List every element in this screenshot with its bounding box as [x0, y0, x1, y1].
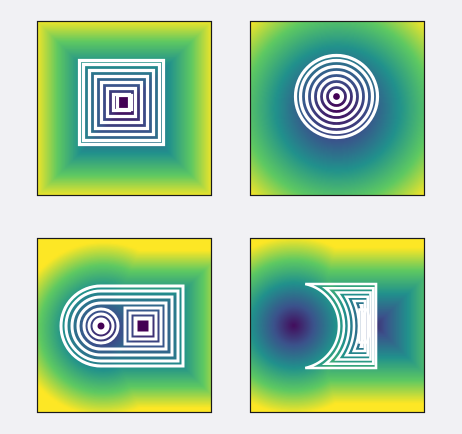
contour-level-2 [334, 291, 372, 361]
contour-level-1 [321, 286, 375, 366]
inner-square [134, 317, 152, 335]
contour-lines [293, 53, 380, 140]
contour-level-5 [358, 303, 366, 349]
contour-level-1 [105, 86, 138, 119]
contour-level-0 [111, 92, 132, 113]
contour-level-2 [316, 76, 357, 117]
heatmap-field [250, 238, 425, 413]
contour-merged-1 [70, 295, 174, 357]
contour-level-3 [93, 74, 150, 131]
contour-circle-0 [92, 317, 110, 335]
contour-lines [59, 284, 185, 368]
contour-lines [77, 58, 166, 147]
contour-merged-2 [64, 289, 180, 363]
contour-circle-2 [82, 307, 120, 345]
contour-level-0 [328, 88, 345, 105]
panel-frame [249, 237, 426, 414]
contour-square-1 [128, 311, 158, 341]
panel-frame [36, 20, 213, 197]
contour-square-2 [123, 306, 163, 346]
contour-merged-0 [76, 301, 168, 351]
contour-level-3 [343, 295, 370, 357]
contour-lines [304, 282, 378, 370]
contour-merged-3 [59, 284, 185, 368]
contour-level-6 [358, 308, 371, 344]
panel-square-distance [36, 20, 213, 197]
contour-level-6 [293, 53, 380, 140]
panel-frame [36, 237, 213, 414]
panel-circle-distance [249, 20, 426, 197]
contour-level-0 [304, 282, 378, 370]
contour-level-3 [310, 70, 363, 123]
contour-level-5 [298, 58, 375, 135]
inner-circle [94, 319, 108, 333]
contour-level-4 [351, 299, 367, 353]
panel-circle-and-square-distance [36, 237, 213, 414]
panel-crescent-distance [249, 237, 426, 414]
panel-frame [249, 20, 426, 197]
contour-level-4 [87, 68, 156, 137]
contour-level-2 [99, 80, 144, 125]
contour-square-0 [133, 316, 153, 336]
contour-level-6 [77, 58, 166, 147]
contour-circle-1 [87, 312, 115, 340]
contour-level-5 [81, 62, 162, 143]
contour-level-4 [304, 64, 369, 129]
contour-level-1 [322, 82, 351, 111]
